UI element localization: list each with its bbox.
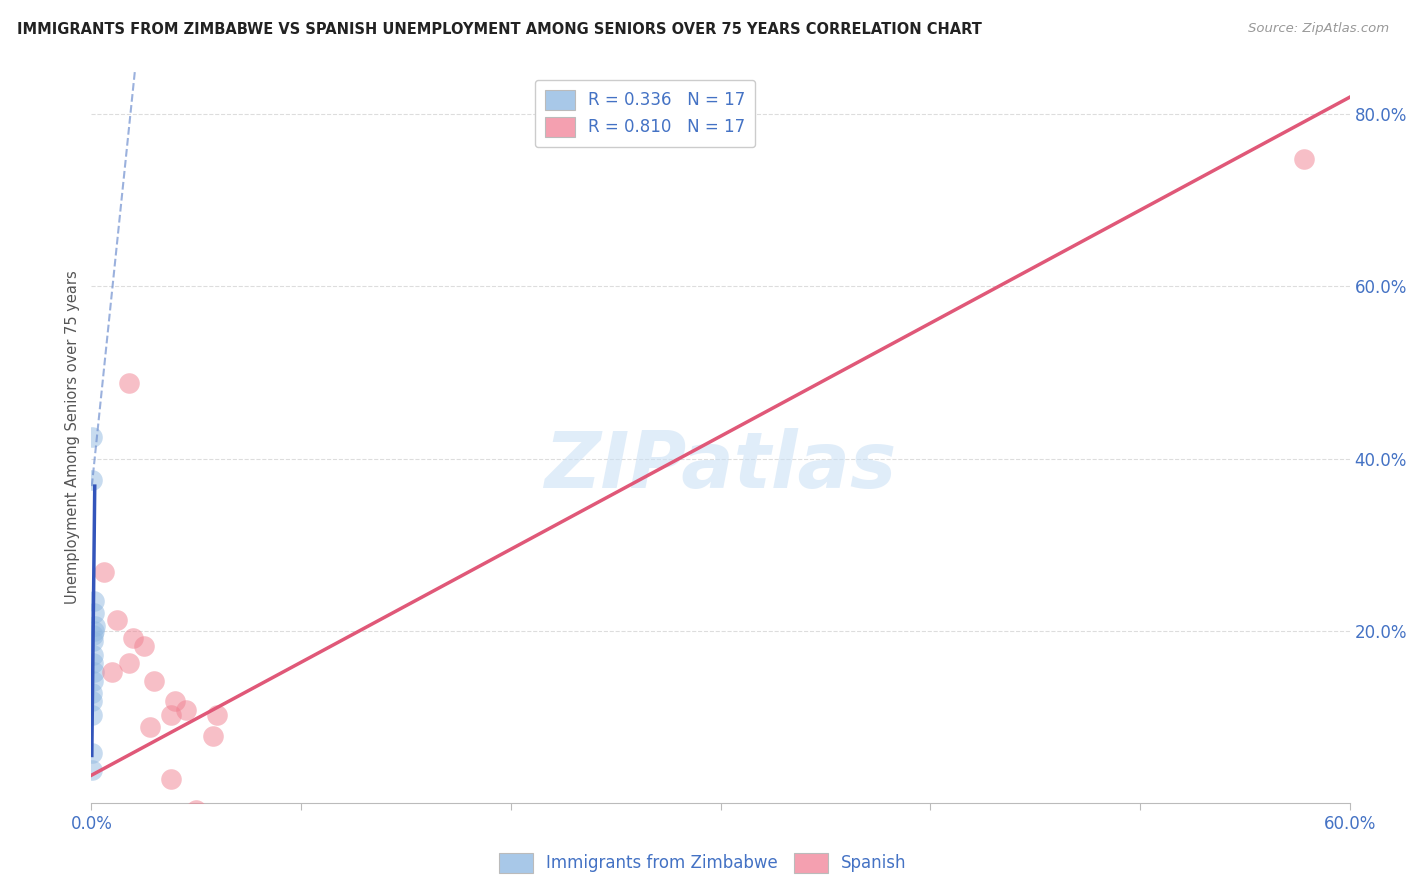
Point (83, 593, 105, 607)
Point (174, 703, 197, 717)
Point (122, 631, 145, 645)
Point (165, 694, 187, 708)
Point (202, 729, 225, 743)
Point (160, 772, 183, 786)
Point (118, 376, 141, 390)
Point (82, 657, 104, 671)
Point (160, 708, 183, 723)
Point (82, 648, 104, 662)
Point (205, 708, 228, 723)
Point (82, 673, 104, 688)
Point (139, 720, 162, 734)
Point (1292, 152, 1315, 166)
Point (105, 613, 128, 627)
Text: IMMIGRANTS FROM ZIMBABWE VS SPANISH UNEMPLOYMENT AMONG SENIORS OVER 75 YEARS COR: IMMIGRANTS FROM ZIMBABWE VS SPANISH UNEM… (17, 22, 981, 37)
Point (93, 565, 115, 579)
Point (101, 665, 124, 679)
Point (82, 430, 104, 444)
Point (80, 694, 103, 708)
Legend: R = 0.336   N = 17, R = 0.810   N = 17: R = 0.336 N = 17, R = 0.810 N = 17 (534, 79, 755, 147)
Legend: Immigrants from Zimbabwe, Spanish: Immigrants from Zimbabwe, Spanish (492, 847, 914, 880)
Point (143, 673, 166, 688)
Point (80, 708, 103, 723)
Point (82, 473, 104, 487)
Point (186, 803, 208, 817)
Point (83, 619, 105, 633)
Point (80, 746, 103, 760)
Point (82, 628, 104, 642)
Point (132, 639, 155, 653)
Point (118, 657, 141, 671)
Text: Source: ZipAtlas.com: Source: ZipAtlas.com (1249, 22, 1389, 36)
Point (83, 624, 105, 638)
Point (82, 634, 104, 648)
Point (80, 763, 103, 777)
Point (82, 686, 104, 700)
Y-axis label: Unemployment Among Seniors over 75 years: Unemployment Among Seniors over 75 years (65, 270, 80, 604)
Point (83, 607, 105, 621)
Text: ZIPatlas: ZIPatlas (544, 428, 897, 504)
Point (83, 665, 105, 679)
